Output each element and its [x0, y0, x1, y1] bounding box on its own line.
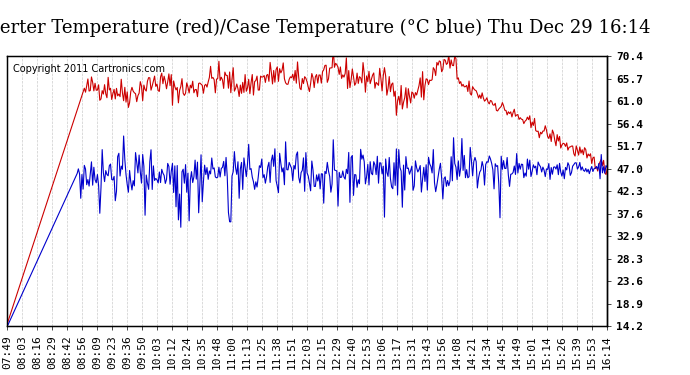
Text: Copyright 2011 Cartronics.com: Copyright 2011 Cartronics.com — [13, 64, 165, 74]
Text: Inverter Temperature (red)/Case Temperature (°C blue) Thu Dec 29 16:14: Inverter Temperature (red)/Case Temperat… — [0, 19, 650, 37]
